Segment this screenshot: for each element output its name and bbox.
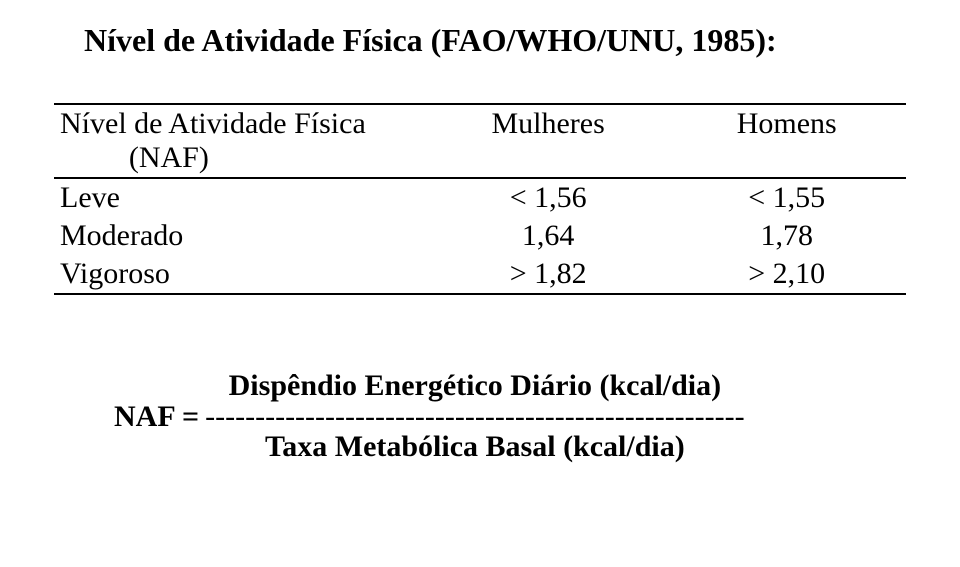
table-row: Leve < 1,56 < 1,55 <box>54 178 906 217</box>
row-homens: > 2,10 <box>667 255 906 294</box>
header-label-line1: Nível de Atividade Física <box>60 107 366 140</box>
row-label: Leve <box>54 178 429 217</box>
row-label: Moderado <box>54 217 429 255</box>
table-row: Moderado 1,64 1,78 <box>54 217 906 255</box>
row-label: Vigoroso <box>54 255 429 294</box>
header-label: Nível de Atividade Física (NAF) <box>54 104 429 178</box>
formula-separator: ----------------------------------------… <box>205 403 744 430</box>
row-homens: 1,78 <box>667 217 906 255</box>
page-title: Nível de Atividade Física (FAO/WHO/UNU, … <box>84 22 906 59</box>
activity-level-table: Nível de Atividade Física (NAF) Mulheres… <box>54 103 906 295</box>
row-homens: < 1,55 <box>667 178 906 217</box>
row-mulheres: > 1,82 <box>429 255 668 294</box>
header-homens: Homens <box>667 104 906 178</box>
formula-numerator: Dispêndio Energético Diário (kcal/dia) <box>229 369 721 403</box>
table-header-row: Nível de Atividade Física (NAF) Mulheres… <box>54 104 906 178</box>
header-label-line2: (NAF) <box>60 141 423 175</box>
row-mulheres: < 1,56 <box>429 178 668 217</box>
table-row: Vigoroso > 1,82 > 2,10 <box>54 255 906 294</box>
formula: NAF = Dispêndio Energético Diário (kcal/… <box>54 369 906 464</box>
formula-denominator: Taxa Metabólica Basal (kcal/dia) <box>265 430 685 464</box>
header-mulheres: Mulheres <box>429 104 668 178</box>
formula-left: NAF = <box>114 400 199 434</box>
document-page: Nível de Atividade Física (FAO/WHO/UNU, … <box>0 0 960 464</box>
formula-fraction: Dispêndio Energético Diário (kcal/dia) -… <box>205 369 744 464</box>
row-mulheres: 1,64 <box>429 217 668 255</box>
